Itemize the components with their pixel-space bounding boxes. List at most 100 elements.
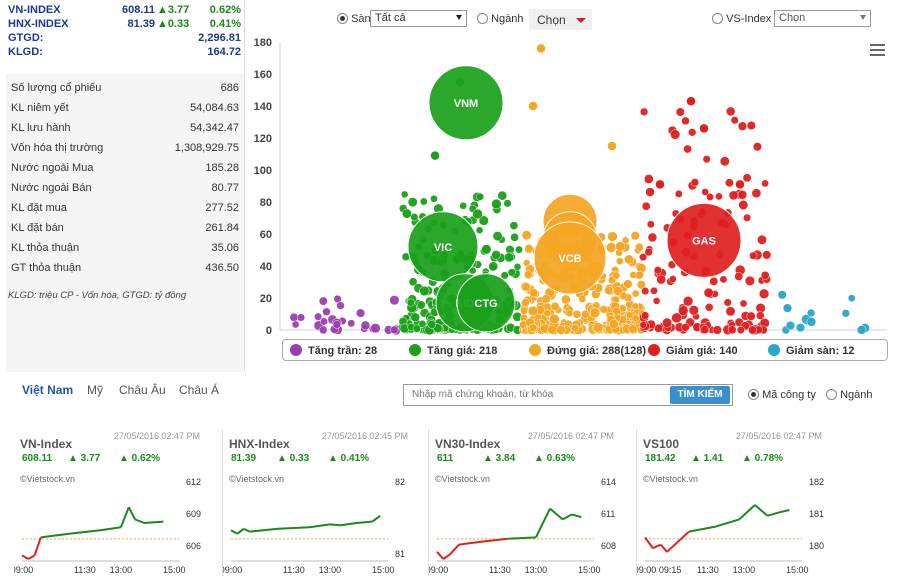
bubble-point bbox=[641, 201, 651, 211]
bubble-point bbox=[709, 276, 719, 286]
mini-value: 81.39 bbox=[231, 453, 257, 464]
industry-label: Ngành bbox=[840, 389, 873, 401]
mini-y-tick: 82 bbox=[395, 477, 405, 487]
stat-row: KL lưu hành 54,342.47 bbox=[11, 122, 239, 142]
bubble-point bbox=[503, 199, 512, 208]
vs-select-value: Chọn bbox=[779, 12, 806, 24]
stat-value: 35.06 bbox=[211, 242, 239, 254]
mini-x-tick: 11:30 bbox=[697, 565, 719, 575]
vs-filter[interactable]: VS-Index bbox=[712, 13, 771, 25]
bubble-point bbox=[719, 156, 730, 167]
company-code-option[interactable]: Mã công ty bbox=[748, 389, 816, 401]
price-segment bbox=[243, 527, 251, 533]
price-segment bbox=[144, 520, 164, 524]
tab-1[interactable]: Mỹ bbox=[87, 383, 103, 397]
bubble-point bbox=[550, 301, 560, 311]
legend-item[interactable]: Đứng giá: 288(128) bbox=[529, 344, 646, 357]
legend-count: 288(128) bbox=[602, 345, 647, 357]
bubble-point bbox=[572, 309, 582, 319]
tab-0[interactable]: Việt Nam bbox=[22, 383, 74, 397]
tab-2[interactable]: Châu Âu bbox=[119, 383, 166, 397]
index-row-hnx[interactable]: HNX-INDEX 81.39 ▲0.33 0.41% bbox=[8, 18, 243, 31]
bubble-point bbox=[641, 287, 650, 296]
legend-item[interactable]: Tăng trần: 28 bbox=[290, 344, 377, 357]
y-tick-label: 180 bbox=[254, 37, 272, 49]
bubble-point bbox=[410, 312, 421, 323]
mini-value: 611 bbox=[437, 453, 454, 464]
search-input[interactable] bbox=[412, 389, 662, 400]
bubble-point bbox=[700, 325, 709, 334]
bubble-point bbox=[524, 244, 534, 254]
legend-item[interactable]: Tăng giá: 218 bbox=[409, 344, 497, 357]
bubble-label: VCB bbox=[558, 253, 581, 265]
stat-label: Số lượng cổ phiếu bbox=[11, 82, 102, 94]
price-segment bbox=[652, 543, 662, 550]
vs-select[interactable]: Chọn bbox=[774, 10, 871, 27]
bubble-point bbox=[730, 116, 739, 125]
price-segment bbox=[535, 508, 551, 538]
legend-item[interactable]: Giảm giá: 140 bbox=[648, 344, 738, 357]
mini-source: ©Vietstock.vn bbox=[435, 474, 490, 484]
bubble-point bbox=[742, 173, 752, 183]
search-button[interactable]: TÌM KIẾM bbox=[670, 386, 730, 404]
bubble-point bbox=[418, 320, 427, 328]
bubble-point bbox=[631, 289, 640, 298]
price-segment bbox=[442, 553, 451, 560]
bubble-point bbox=[737, 121, 748, 131]
bubble-point bbox=[739, 299, 748, 308]
bubble-point bbox=[756, 311, 765, 320]
industry-radio[interactable] bbox=[826, 389, 837, 400]
bubble-label: GAS bbox=[692, 235, 716, 247]
bubble-point bbox=[682, 296, 694, 307]
bubble-point bbox=[607, 231, 618, 242]
bubble-point bbox=[289, 312, 299, 322]
y-tick-label: 160 bbox=[254, 69, 272, 81]
stat-value: 277.52 bbox=[205, 202, 239, 214]
bubble-point bbox=[318, 296, 328, 306]
menu-icon[interactable] bbox=[870, 44, 885, 57]
nganh-radio[interactable] bbox=[477, 13, 488, 24]
bubble-point bbox=[599, 305, 608, 314]
index-row-vn[interactable]: VN-INDEX 608.11 ▲3.77 0.62% bbox=[8, 4, 243, 17]
mini-chart-1[interactable]: HNX-Index 27/05/2016 02:45 PM 81.39 ▲ 0.33 ▲… bbox=[222, 429, 420, 576]
bubble-point bbox=[631, 314, 640, 323]
mini-chart-2[interactable]: VN30-Index 27/05/2016 02:47 PM 611 ▲ 3.84 ▲ … bbox=[428, 429, 626, 576]
market-summary-panel: VN-INDEX 608.11 ▲3.77 0.62% HNX-INDEX 81… bbox=[0, 0, 244, 372]
labeled-bubble bbox=[666, 202, 742, 278]
mini-y-tick: 608 bbox=[601, 541, 616, 551]
san-filter[interactable]: Sàn bbox=[337, 13, 371, 25]
nganh-select[interactable]: Chọn bbox=[529, 9, 592, 30]
bubble-point bbox=[322, 307, 331, 317]
price-segment bbox=[436, 551, 445, 560]
tab-3[interactable]: Châu Á bbox=[179, 383, 220, 397]
mini-date: 27/05/2016 02:45 PM bbox=[321, 431, 408, 441]
legend-item[interactable]: Giảm sàn: 12 bbox=[768, 344, 855, 357]
price-segment bbox=[249, 527, 279, 533]
company-radio[interactable] bbox=[748, 389, 759, 400]
san-radio[interactable] bbox=[337, 13, 348, 24]
san-select[interactable]: Tất cả bbox=[370, 10, 467, 27]
mini-date: 27/05/2016 02:47 PM bbox=[527, 431, 614, 441]
bubble-point bbox=[669, 275, 677, 283]
mini-chart-3[interactable]: VS100 27/05/2016 02:47 PM 181.42 ▲ 1.41 ▲ 0.… bbox=[636, 429, 834, 576]
stat-label: KL niêm yết bbox=[11, 102, 69, 114]
labeled-bubble bbox=[533, 221, 607, 295]
bubble-point bbox=[724, 178, 734, 188]
bubble-point bbox=[497, 190, 508, 201]
bubble-point bbox=[671, 312, 682, 324]
bubble-point bbox=[646, 220, 655, 229]
index-value: 81.39 bbox=[127, 18, 155, 30]
bubble-point bbox=[723, 298, 732, 307]
industry-option[interactable]: Ngành bbox=[826, 389, 872, 401]
bubble-point bbox=[320, 317, 328, 326]
price-segment bbox=[779, 509, 790, 514]
bubble-point bbox=[523, 270, 533, 280]
bubble-point bbox=[528, 101, 538, 111]
nganh-filter[interactable]: Ngành bbox=[477, 13, 523, 25]
price-segment bbox=[666, 530, 690, 553]
vs-radio[interactable] bbox=[712, 13, 723, 24]
mini-title: HNX-Index bbox=[229, 437, 290, 451]
mini-chart-0[interactable]: VN-Index 27/05/2016 02:47 PM 608.11 ▲ 3.77 ▲… bbox=[14, 429, 212, 576]
mini-x-tick: 15:00 bbox=[786, 565, 809, 575]
